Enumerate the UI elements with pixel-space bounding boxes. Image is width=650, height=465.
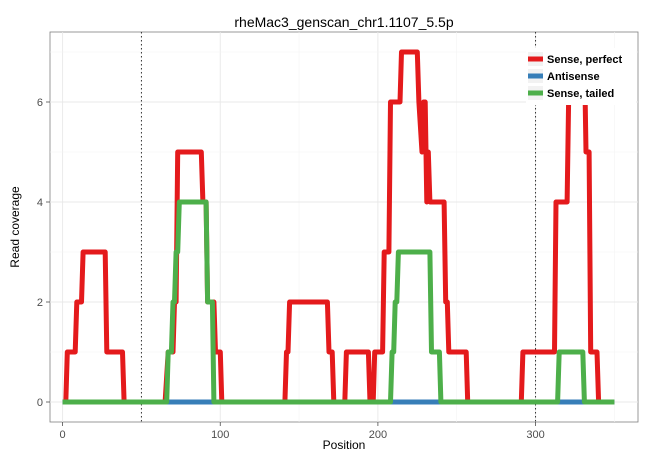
series-group xyxy=(62,49,615,405)
axes: 0 100 200 300 0 2 4 6 xyxy=(37,97,545,441)
y-tick-label: 2 xyxy=(37,297,43,309)
legend: Sense, perfect Antisense Sense, tailed xyxy=(526,48,636,105)
x-tick-label: 0 xyxy=(60,429,66,441)
legend-label: Sense, tailed xyxy=(547,88,614,100)
x-tick-label: 200 xyxy=(369,429,387,441)
legend-box xyxy=(526,48,636,105)
legend-label: Sense, perfect xyxy=(547,54,623,66)
y-tick-label: 6 xyxy=(37,97,43,109)
x-axis-label: Position xyxy=(323,438,366,452)
x-tick-label: 100 xyxy=(211,429,229,441)
y-tick-label: 0 xyxy=(37,397,43,409)
y-axis-label: Read coverage xyxy=(8,186,22,268)
y-tick-label: 4 xyxy=(37,197,43,209)
legend-label: Antisense xyxy=(547,71,600,83)
x-tick-label: 300 xyxy=(526,429,544,441)
series-line-3 xyxy=(62,199,615,405)
chart-title: rheMac3_genscan_chr1.1107_5.5p xyxy=(234,14,453,30)
